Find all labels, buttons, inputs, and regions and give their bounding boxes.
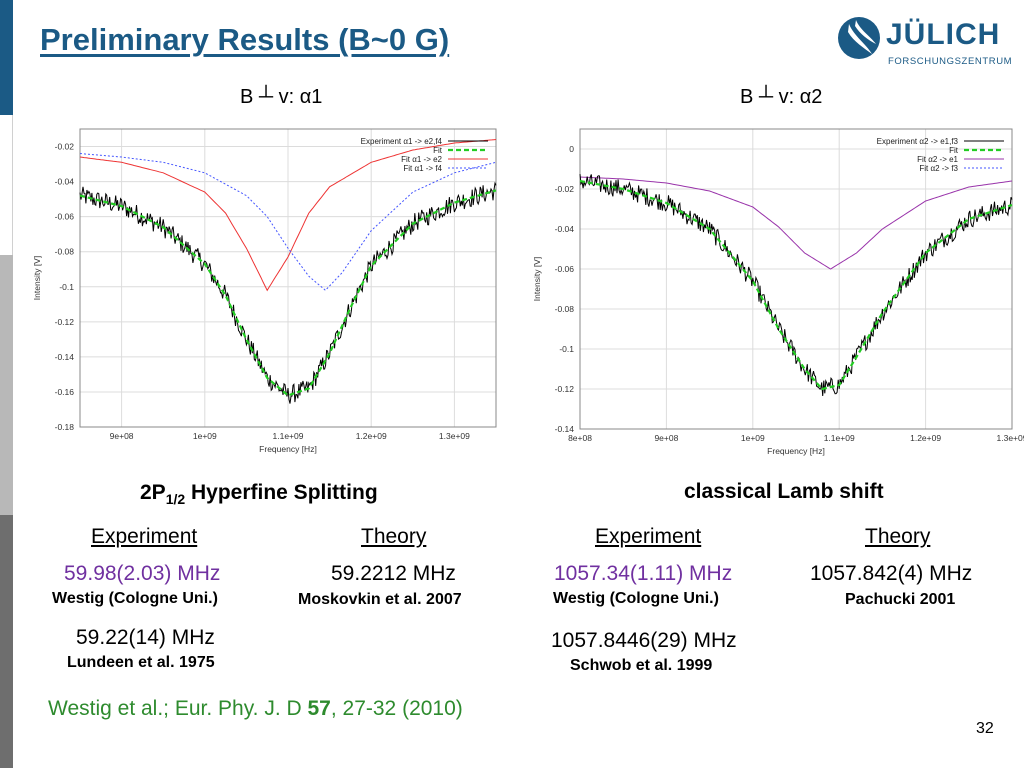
y-tick-label: -0.12 [555, 384, 575, 394]
legend-label: Fit [433, 146, 443, 155]
hfs-heading-pre: 2P [140, 481, 166, 504]
x-tick-label: 1.1e+09 [273, 431, 304, 441]
series-line-0 [579, 174, 1013, 397]
hfs-theory-ref: Moskovkin et al. 2007 [298, 591, 462, 608]
x-tick-label: 1e+09 [741, 433, 765, 443]
julich-logo: JÜLICH FORSCHUNGSZENTRUM [836, 14, 1012, 70]
legend-label: Experiment α2 -> e1,f3 [877, 137, 959, 146]
y-tick-label: -0.16 [55, 387, 75, 397]
hfs-heading-sub: 1/2 [165, 491, 186, 508]
legend-label: Fit α2 -> e1 [917, 155, 958, 164]
y-tick-label: -0.02 [555, 184, 575, 194]
logo-name: JÜLICH [886, 18, 1001, 51]
plot-frame [79, 128, 497, 428]
x-tick-label: 1.1e+09 [824, 433, 855, 443]
y-tick-label: -0.06 [555, 264, 575, 274]
slide-title: Preliminary Results (B~0 G) [40, 22, 450, 57]
x-tick-label: 8e+08 [568, 433, 592, 443]
y-tick-label: -0.14 [555, 424, 575, 434]
lamb-theory-value: 1057.842(4) MHz [810, 562, 973, 585]
hfs-exp2-ref: Lundeen et al. 1975 [67, 654, 215, 671]
lamb-experiment-header: Experiment [595, 525, 702, 548]
hfs-heading: 2P1/2 Hyperfine Splitting [140, 481, 378, 507]
x-tick-label: 1.3e+09 [997, 433, 1024, 443]
hfs-theory-value: 59.2212 MHz [331, 562, 456, 585]
y-tick-label: -0.1 [59, 282, 74, 292]
y-tick-label: -0.18 [55, 422, 75, 432]
legend-label: Fit α2 -> f3 [919, 164, 958, 173]
alpha1-spectrum-chart: 9e+08 1e+09 1.1e+09 1.2e+09 1.3e+09 -0.18 -0.1… [32, 128, 497, 454]
y-axis-label: Intensity [V] [32, 256, 42, 300]
y-tick-label: -0.04 [55, 177, 75, 187]
series-line-3 [79, 153, 497, 291]
legend-label: Fit α1 -> f4 [403, 164, 442, 173]
citation-pre: Westig et al.; Eur. Phy. J. D [48, 697, 308, 720]
y-tick-label: -0.12 [55, 317, 75, 327]
lamb-theory-header: Theory [865, 525, 931, 548]
x-tick-label: 1.2e+09 [356, 431, 387, 441]
side-bar-segment-white [0, 115, 13, 255]
side-bar-segment-lightgray [0, 255, 13, 515]
x-axis-label: Frequency [Hz] [767, 446, 825, 456]
page-number: 32 [976, 720, 994, 737]
series-line-2 [79, 139, 497, 292]
lamb-exp1-value: 1057.34(1.11) MHz [554, 562, 733, 585]
x-tick-label: 1.2e+09 [910, 433, 941, 443]
y-tick-label: -0.1 [559, 344, 574, 354]
lamb-exp2-ref: Schwob et al. 1999 [570, 657, 713, 674]
lamb-exp1-ref: Westig (Cologne Uni.) [553, 590, 719, 607]
hfs-heading-post: Hyperfine Splitting [185, 481, 378, 504]
y-tick-label: -0.02 [55, 142, 75, 152]
y-tick-label: 0 [569, 144, 574, 154]
lamb-exp2-value: 1057.8446(29) MHz [551, 629, 737, 652]
side-bar-segment-blue [0, 0, 13, 115]
y-tick-label: -0.14 [55, 352, 75, 362]
y-axis-label: Intensity [V] [532, 257, 542, 301]
x-tick-label: 1.3e+09 [439, 431, 470, 441]
lamb-theory-ref: Pachucki 2001 [845, 591, 956, 608]
legend-label: Experiment α1 -> e2,f4 [361, 137, 443, 146]
legend-label: Fit [949, 146, 959, 155]
series-line-1 [79, 189, 497, 397]
left-chart-title: B ┴ v: α1 [240, 86, 323, 108]
y-tick-label: -0.04 [555, 224, 575, 234]
y-tick-label: -0.06 [55, 212, 75, 222]
x-tick-label: 1e+09 [193, 431, 217, 441]
logo-subtitle: FORSCHUNGSZENTRUM [888, 56, 1013, 67]
hfs-experiment-header: Experiment [91, 525, 198, 548]
x-tick-label: 9e+08 [110, 431, 134, 441]
hfs-theory-header: Theory [361, 525, 427, 548]
x-axis-label: Frequency [Hz] [259, 444, 317, 454]
citation-post: , 27-32 (2010) [330, 697, 463, 720]
side-bar-segment-darkgray [0, 515, 13, 768]
hfs-exp1-value: 59.98(2.03) MHz [64, 562, 221, 585]
lamb-heading: classical Lamb shift [684, 480, 884, 503]
citation-volume: 57 [307, 697, 331, 720]
journal-citation: Westig et al.; Eur. Phy. J. D 57, 27-32 … [48, 697, 463, 721]
hfs-exp2-value: 59.22(14) MHz [76, 626, 215, 649]
hfs-exp1-ref: Westig (Cologne Uni.) [52, 590, 218, 607]
y-tick-label: -0.08 [555, 304, 575, 314]
x-tick-label: 9e+08 [654, 433, 678, 443]
legend-label: Fit α1 -> e2 [401, 155, 442, 164]
y-tick-label: -0.08 [55, 247, 75, 257]
series-line-2 [579, 176, 1013, 270]
alpha2-spectrum-chart: 8e+08 9e+08 1e+09 1.1e+09 1.2e+09 1.3e+09 -0.1… [532, 128, 1024, 456]
side-color-bar [0, 0, 13, 768]
series-line-1 [579, 179, 1013, 391]
julich-logo-icon [838, 17, 880, 59]
right-chart-title: B ┴ v: α2 [740, 86, 823, 108]
plot-frame [579, 128, 1013, 430]
